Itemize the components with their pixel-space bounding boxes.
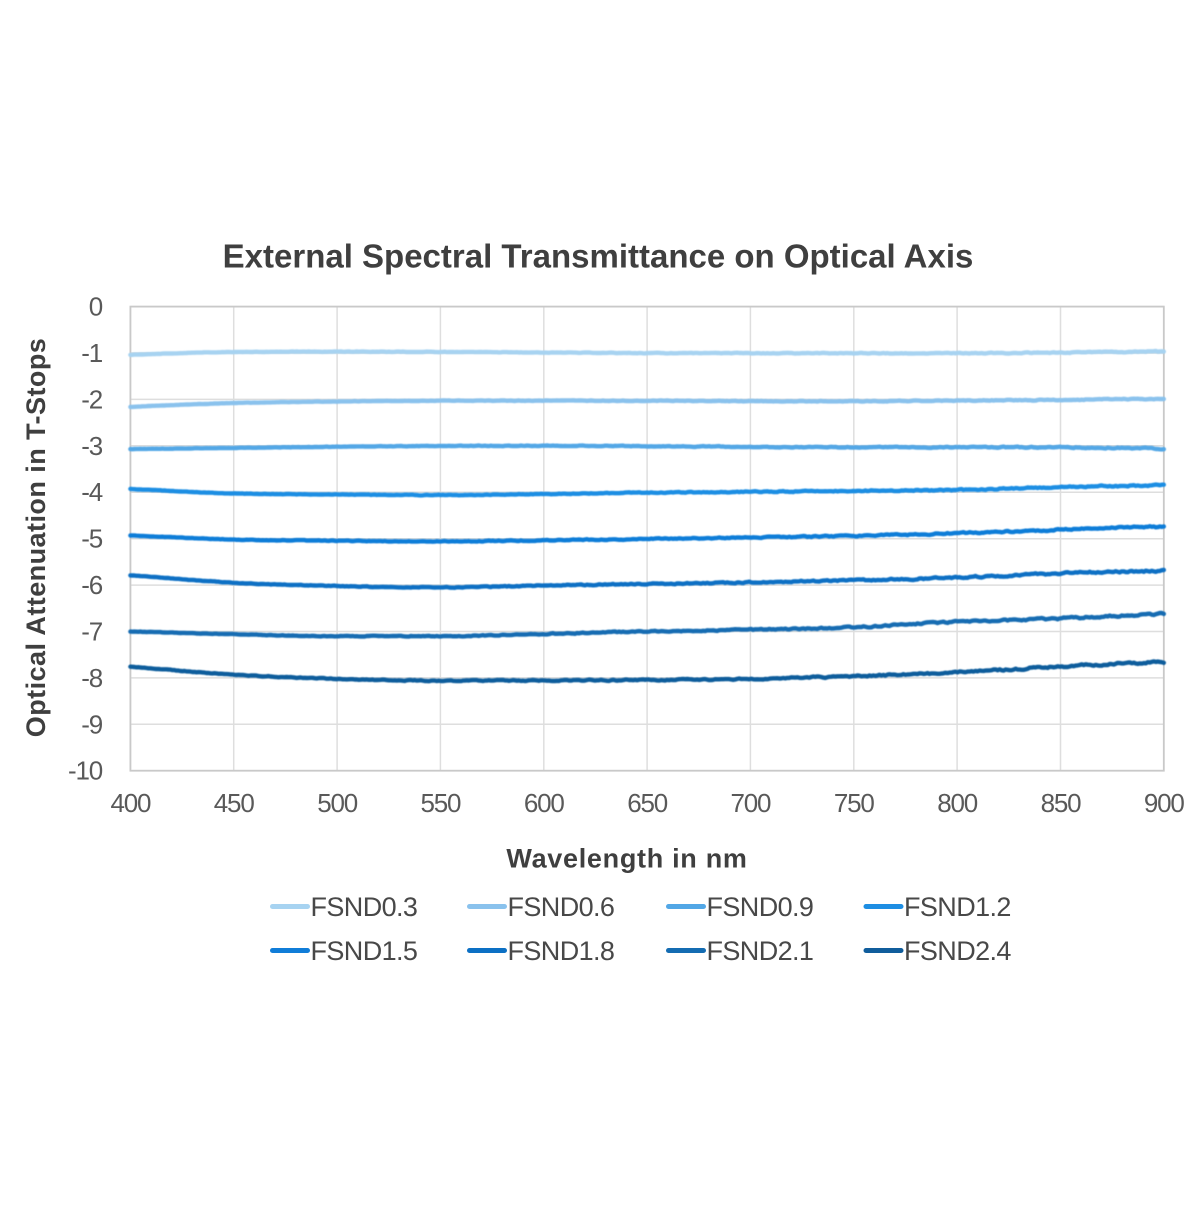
svg-text:-5: -5 [81,524,102,554]
svg-text:650: 650 [627,788,668,818]
svg-text:-1: -1 [81,338,102,368]
svg-text:500: 500 [317,788,358,818]
svg-text:Wavelength in nm: Wavelength in nm [506,844,747,874]
svg-text:-2: -2 [81,384,102,414]
svg-text:550: 550 [421,788,462,818]
svg-text:FSND0.3: FSND0.3 [311,892,418,922]
svg-text:-7: -7 [81,617,102,647]
svg-text:-9: -9 [81,709,102,739]
svg-text:900: 900 [1144,788,1185,818]
svg-text:400: 400 [111,788,152,818]
svg-text:FSND1.8: FSND1.8 [508,936,615,966]
svg-text:FSND1.5: FSND1.5 [311,936,418,966]
svg-text:-3: -3 [81,431,102,461]
svg-text:FSND0.6: FSND0.6 [508,892,615,922]
svg-text:0: 0 [89,292,103,322]
svg-text:700: 700 [731,788,772,818]
svg-text:-4: -4 [81,477,102,507]
svg-text:Optical Attenuation in T-Stops: Optical Attenuation in T-Stops [21,338,51,738]
svg-text:FSND2.1: FSND2.1 [707,936,814,966]
svg-text:FSND2.4: FSND2.4 [904,936,1011,966]
svg-text:External Spectral Transmittanc: External Spectral Transmittance on Optic… [223,238,974,275]
svg-text:750: 750 [834,788,875,818]
svg-text:-6: -6 [81,570,102,600]
svg-text:FSND0.9: FSND0.9 [707,892,814,922]
svg-text:600: 600 [524,788,565,818]
svg-text:850: 850 [1041,788,1082,818]
svg-text:450: 450 [214,788,255,818]
svg-text:800: 800 [937,788,978,818]
svg-text:-8: -8 [81,663,102,693]
svg-text:-10: -10 [68,756,103,786]
svg-text:FSND1.2: FSND1.2 [904,892,1011,922]
